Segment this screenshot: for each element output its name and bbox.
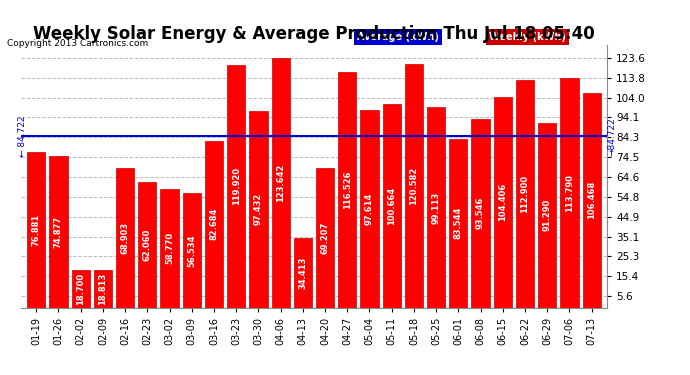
Text: →84.722: →84.722 [607, 117, 616, 156]
Bar [493, 97, 512, 308]
Text: 97.614: 97.614 [365, 193, 374, 225]
Bar [449, 139, 467, 308]
Bar [116, 168, 135, 308]
Text: 97.432: 97.432 [254, 193, 263, 225]
Bar [72, 270, 90, 308]
Bar [272, 58, 290, 308]
Bar [27, 152, 46, 308]
Bar [316, 168, 334, 308]
Text: 112.900: 112.900 [520, 174, 529, 213]
Text: 91.290: 91.290 [543, 199, 552, 231]
Text: ← 84.722: ← 84.722 [19, 116, 28, 157]
Title: Weekly Solar Energy & Average Production Thu Jul 18 05:40: Weekly Solar Energy & Average Production… [33, 26, 595, 44]
Bar [205, 141, 223, 308]
Bar [227, 65, 246, 308]
Text: 18.813: 18.813 [99, 272, 108, 304]
Bar [138, 182, 157, 308]
Bar [405, 64, 423, 308]
Bar [50, 156, 68, 308]
Text: 56.534: 56.534 [187, 234, 196, 267]
Text: 116.526: 116.526 [343, 171, 352, 209]
Bar [560, 78, 578, 308]
Text: 99.113: 99.113 [432, 191, 441, 224]
Text: 62.060: 62.060 [143, 229, 152, 261]
Bar [94, 270, 112, 308]
Text: 69.207: 69.207 [321, 222, 330, 254]
Bar [294, 238, 312, 308]
Bar [161, 189, 179, 308]
Text: 100.664: 100.664 [387, 187, 396, 225]
Text: Copyright 2013 Cartronics.com: Copyright 2013 Cartronics.com [7, 39, 148, 48]
Bar [360, 110, 379, 308]
Text: 74.877: 74.877 [54, 216, 63, 248]
Text: 104.406: 104.406 [498, 183, 507, 221]
Bar [183, 194, 201, 308]
Bar [427, 107, 445, 308]
Bar [582, 93, 601, 308]
Text: 18.700: 18.700 [76, 273, 85, 304]
Text: 34.413: 34.413 [298, 256, 307, 289]
Bar [538, 123, 556, 308]
Text: 93.546: 93.546 [476, 197, 485, 229]
Text: 58.770: 58.770 [165, 232, 174, 264]
Text: 83.544: 83.544 [454, 207, 463, 239]
Text: Weekly (kWh): Weekly (kWh) [489, 32, 566, 42]
Text: 123.642: 123.642 [276, 164, 285, 202]
Text: 119.920: 119.920 [232, 167, 241, 206]
Text: 82.684: 82.684 [210, 208, 219, 240]
Text: 68.903: 68.903 [121, 222, 130, 254]
Text: 120.582: 120.582 [409, 166, 418, 205]
Text: 113.790: 113.790 [565, 174, 574, 211]
Bar [471, 118, 490, 308]
Text: Average (kWh): Average (kWh) [357, 32, 439, 42]
Text: 106.468: 106.468 [587, 181, 596, 219]
Bar [338, 72, 356, 308]
Bar [249, 111, 268, 308]
Bar [382, 104, 401, 308]
Bar [516, 80, 534, 308]
Text: 76.881: 76.881 [32, 214, 41, 246]
